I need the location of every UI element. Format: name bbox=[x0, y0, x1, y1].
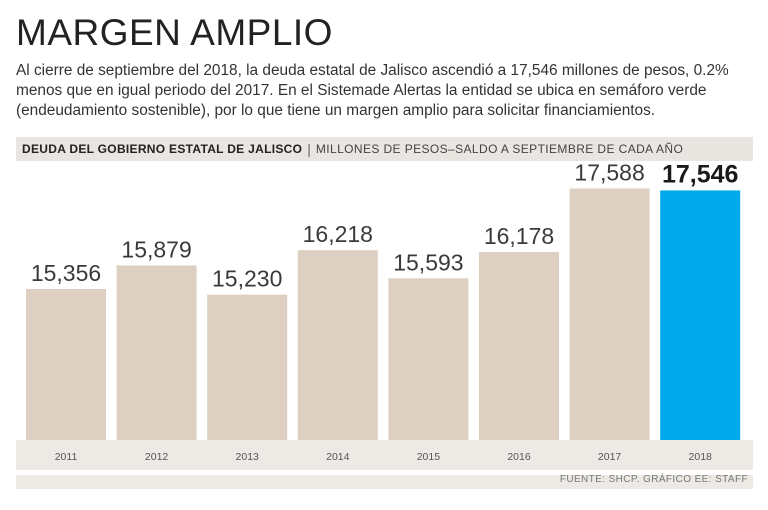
chart-header: DEUDA DEL GOBIERNO ESTATAL DE JALISCO | … bbox=[16, 137, 753, 161]
x-tick-2016: 2016 bbox=[507, 451, 531, 463]
chart-title: DEUDA DEL GOBIERNO ESTATAL DE JALISCO bbox=[22, 142, 303, 156]
value-label-2016: 16,178 bbox=[484, 223, 554, 249]
value-label-2011: 15,356 bbox=[31, 260, 101, 286]
x-tick-2017: 2017 bbox=[598, 451, 622, 463]
source-band bbox=[16, 475, 753, 489]
x-tick-2013: 2013 bbox=[236, 451, 260, 463]
source-note: FUENTE: SHCP. GRÁFICO EE: STAFF bbox=[559, 474, 748, 485]
x-tick-2018: 2018 bbox=[689, 451, 713, 463]
bar-2012 bbox=[116, 265, 197, 440]
x-tick-2014: 2014 bbox=[326, 451, 350, 463]
value-label-2014: 16,218 bbox=[303, 221, 373, 247]
bar-2013 bbox=[207, 294, 288, 440]
value-label-2015: 15,593 bbox=[393, 249, 463, 275]
x-tick-2015: 2015 bbox=[417, 451, 441, 463]
bar-2011 bbox=[26, 288, 106, 440]
bar-2014 bbox=[297, 250, 378, 440]
value-label-2018: 17,546 bbox=[662, 160, 738, 188]
value-label-2017: 17,588 bbox=[574, 160, 644, 186]
chart-subtitle: MILLONES DE PESOS–SALDO A SEPTIEMBRE DE … bbox=[315, 142, 684, 156]
bar-2015 bbox=[388, 278, 469, 440]
bar-2018 bbox=[660, 190, 741, 440]
x-tick-2012: 2012 bbox=[145, 451, 169, 463]
header-separator: | bbox=[307, 141, 311, 157]
value-label-2012: 15,879 bbox=[121, 236, 191, 262]
x-axis-band bbox=[16, 440, 753, 470]
bar-2017 bbox=[569, 188, 650, 440]
intro-paragraph: Al cierre de septiembre del 2018, la deu… bbox=[16, 62, 729, 119]
value-label-2013: 15,230 bbox=[212, 266, 282, 292]
headline: MARGEN AMPLIO bbox=[16, 12, 333, 53]
x-tick-2011: 2011 bbox=[55, 451, 78, 463]
bar-2016 bbox=[479, 251, 559, 440]
